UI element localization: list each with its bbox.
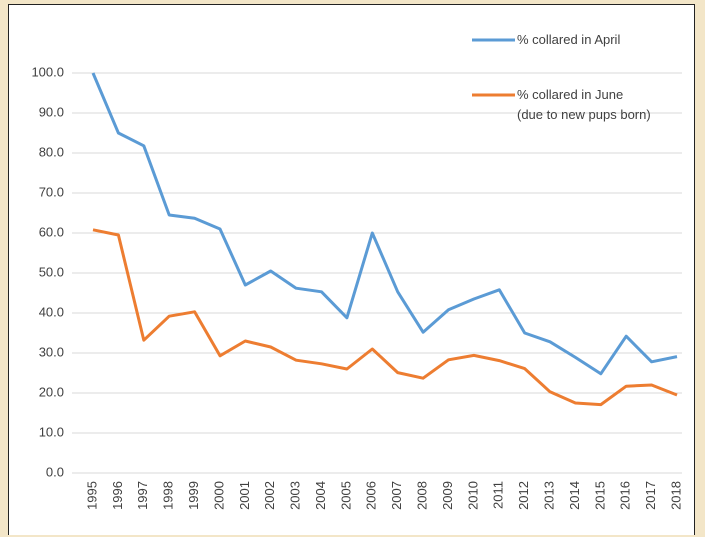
x-tick-label: 2009 [440,481,455,510]
x-tick-label: 2004 [313,481,328,510]
x-tick-label: 2005 [338,481,353,510]
x-tick-label: 1997 [135,481,150,510]
x-tick-label: 2016 [618,481,633,510]
y-tick-label: 20.0 [39,384,64,399]
y-tick-label: 100.0 [31,64,64,79]
x-tick-label: 2013 [541,481,556,510]
chart-frame [8,4,695,535]
y-tick-label: 30.0 [39,344,64,359]
y-tick-label: 80.0 [39,144,64,159]
x-tick-label: 2011 [491,481,506,509]
x-tick-label: 2008 [415,481,430,510]
x-tick-label: 2017 [643,481,658,510]
data-line [92,228,678,407]
x-tick-label: 2006 [364,481,379,510]
x-tick-label: 1998 [161,481,176,510]
x-tick-label: 1996 [110,481,125,510]
x-tick-label: 2015 [592,481,607,510]
legend-label: % collared in June (due to new pups born… [517,87,651,122]
x-tick-label: 2000 [211,481,226,510]
x-tick-label: 2018 [668,481,683,510]
x-tick-label: 2012 [516,481,531,510]
x-tick-label: 2002 [262,481,277,510]
y-tick-label: 0.0 [46,464,64,479]
legend-label: % collared in April [517,32,621,47]
y-tick-label: 90.0 [39,104,64,119]
y-tick-label: 60.0 [39,224,64,239]
x-tick-label: 2007 [389,481,404,510]
y-tick-label: 50.0 [39,264,64,279]
data-line [91,72,678,376]
y-tick-label: 70.0 [39,184,64,199]
x-tick-label: 1995 [84,481,99,510]
x-tick-label: 2003 [288,481,303,510]
x-tick-label: 2010 [465,481,480,510]
x-tick-label: 2014 [567,481,582,510]
y-tick-label: 10.0 [39,424,64,439]
x-tick-label: 1999 [186,481,201,510]
y-tick-label: 40.0 [39,304,64,319]
x-tick-label: 2001 [237,481,252,510]
